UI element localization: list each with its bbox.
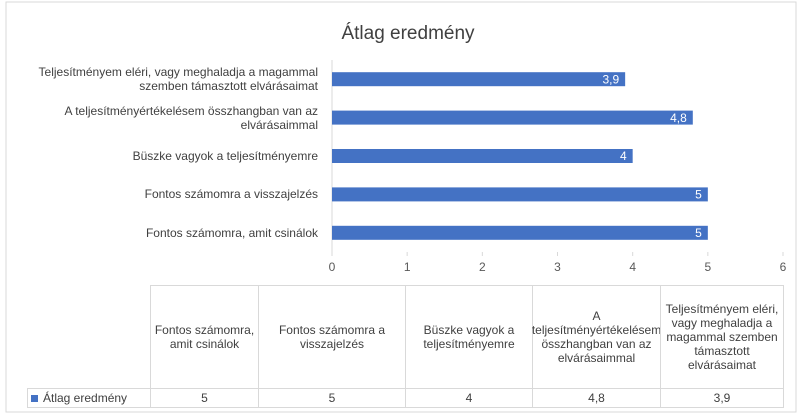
- data-label: 5: [695, 188, 702, 202]
- x-tick-label: 6: [780, 260, 787, 274]
- y-tick-label: Büszke vagyok a teljesítményemre: [132, 149, 318, 163]
- y-tick-label: Teljesítményem eléri, vagy meghaladja a …: [38, 65, 318, 94]
- y-tick-label: A teljesítményértékelésem összhangban va…: [64, 103, 318, 132]
- table-header: Büszke vagyok a teljesítményemre: [405, 285, 533, 389]
- legend-label: Átlag eredmény: [43, 391, 128, 405]
- table-header: Fontos számomra a visszajelzés: [258, 285, 406, 389]
- data-label: 4,8: [670, 111, 687, 125]
- legend-entry: Átlag eredmény: [27, 388, 151, 408]
- x-tick-label: 1: [404, 260, 411, 274]
- table-cell: 4,8: [532, 388, 661, 408]
- bar: [332, 187, 708, 202]
- table-header: A teljesítményértékelésem összhangban va…: [532, 285, 661, 389]
- bar: [332, 72, 626, 87]
- x-tick-label: 2: [479, 260, 486, 274]
- y-tick-label: Fontos számomra a visszajelzés: [144, 187, 318, 202]
- table-cell: 5: [258, 388, 406, 408]
- table-header: Teljesítményem eléri, vagy meghaladja a …: [660, 285, 784, 389]
- table-cell: 4: [405, 388, 533, 408]
- x-tick-label: 5: [704, 260, 711, 274]
- x-tick-label: 3: [554, 260, 561, 274]
- bar: [332, 149, 633, 163]
- data-label: 4: [620, 149, 627, 163]
- legend-key: [31, 394, 38, 402]
- chart-border: [5, 1, 797, 413]
- bar: [332, 110, 693, 125]
- bar: [332, 225, 708, 240]
- chart-title: Átlag eredmény: [341, 23, 475, 44]
- table-cell: 5: [150, 388, 259, 408]
- x-tick-label: 0: [329, 260, 336, 274]
- table-header: Fontos számomra, amit csinálok: [150, 285, 259, 389]
- table-cell: 3,9: [660, 388, 784, 408]
- data-label: 5: [695, 226, 702, 240]
- x-tick-label: 4: [629, 260, 636, 274]
- y-tick-label: Fontos számomra, amit csinálok: [145, 225, 318, 240]
- data-label: 3,9: [602, 72, 619, 86]
